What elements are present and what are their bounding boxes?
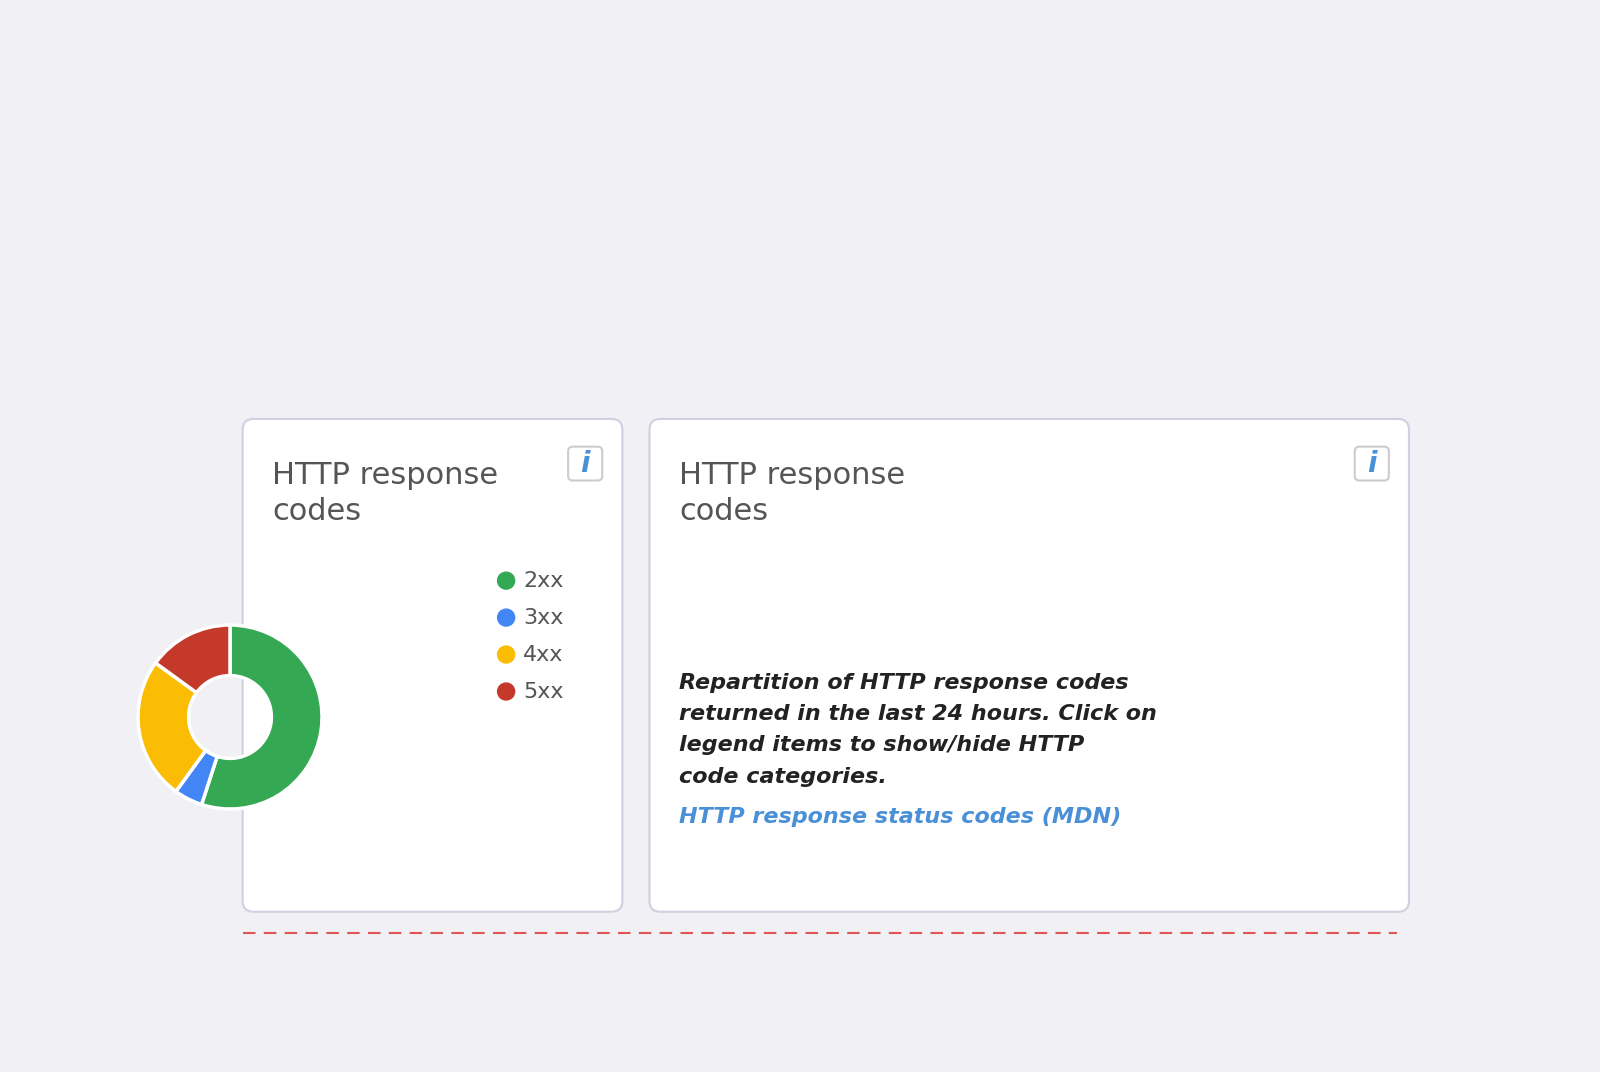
FancyBboxPatch shape <box>568 447 602 480</box>
Text: HTTP response status codes (MDN): HTTP response status codes (MDN) <box>678 807 1122 827</box>
Circle shape <box>498 609 515 626</box>
Text: i: i <box>581 449 590 478</box>
Text: i: i <box>1366 449 1376 478</box>
FancyBboxPatch shape <box>650 419 1410 911</box>
Circle shape <box>498 646 515 662</box>
Text: 5xx: 5xx <box>523 682 563 701</box>
Wedge shape <box>202 625 322 809</box>
Circle shape <box>498 683 515 700</box>
Circle shape <box>498 572 515 590</box>
Text: 4xx: 4xx <box>523 644 563 665</box>
Text: HTTP response
codes: HTTP response codes <box>678 461 906 526</box>
Text: HTTP response
codes: HTTP response codes <box>272 461 498 526</box>
Text: Repartition of HTTP response codes
returned in the last 24 hours. Click on
legen: Repartition of HTTP response codes retur… <box>678 673 1157 787</box>
Wedge shape <box>176 750 218 804</box>
Text: 3xx: 3xx <box>523 608 563 627</box>
FancyBboxPatch shape <box>243 419 622 911</box>
Wedge shape <box>138 662 206 791</box>
FancyBboxPatch shape <box>1355 447 1389 480</box>
Wedge shape <box>155 625 230 693</box>
Text: 2xx: 2xx <box>523 570 563 591</box>
